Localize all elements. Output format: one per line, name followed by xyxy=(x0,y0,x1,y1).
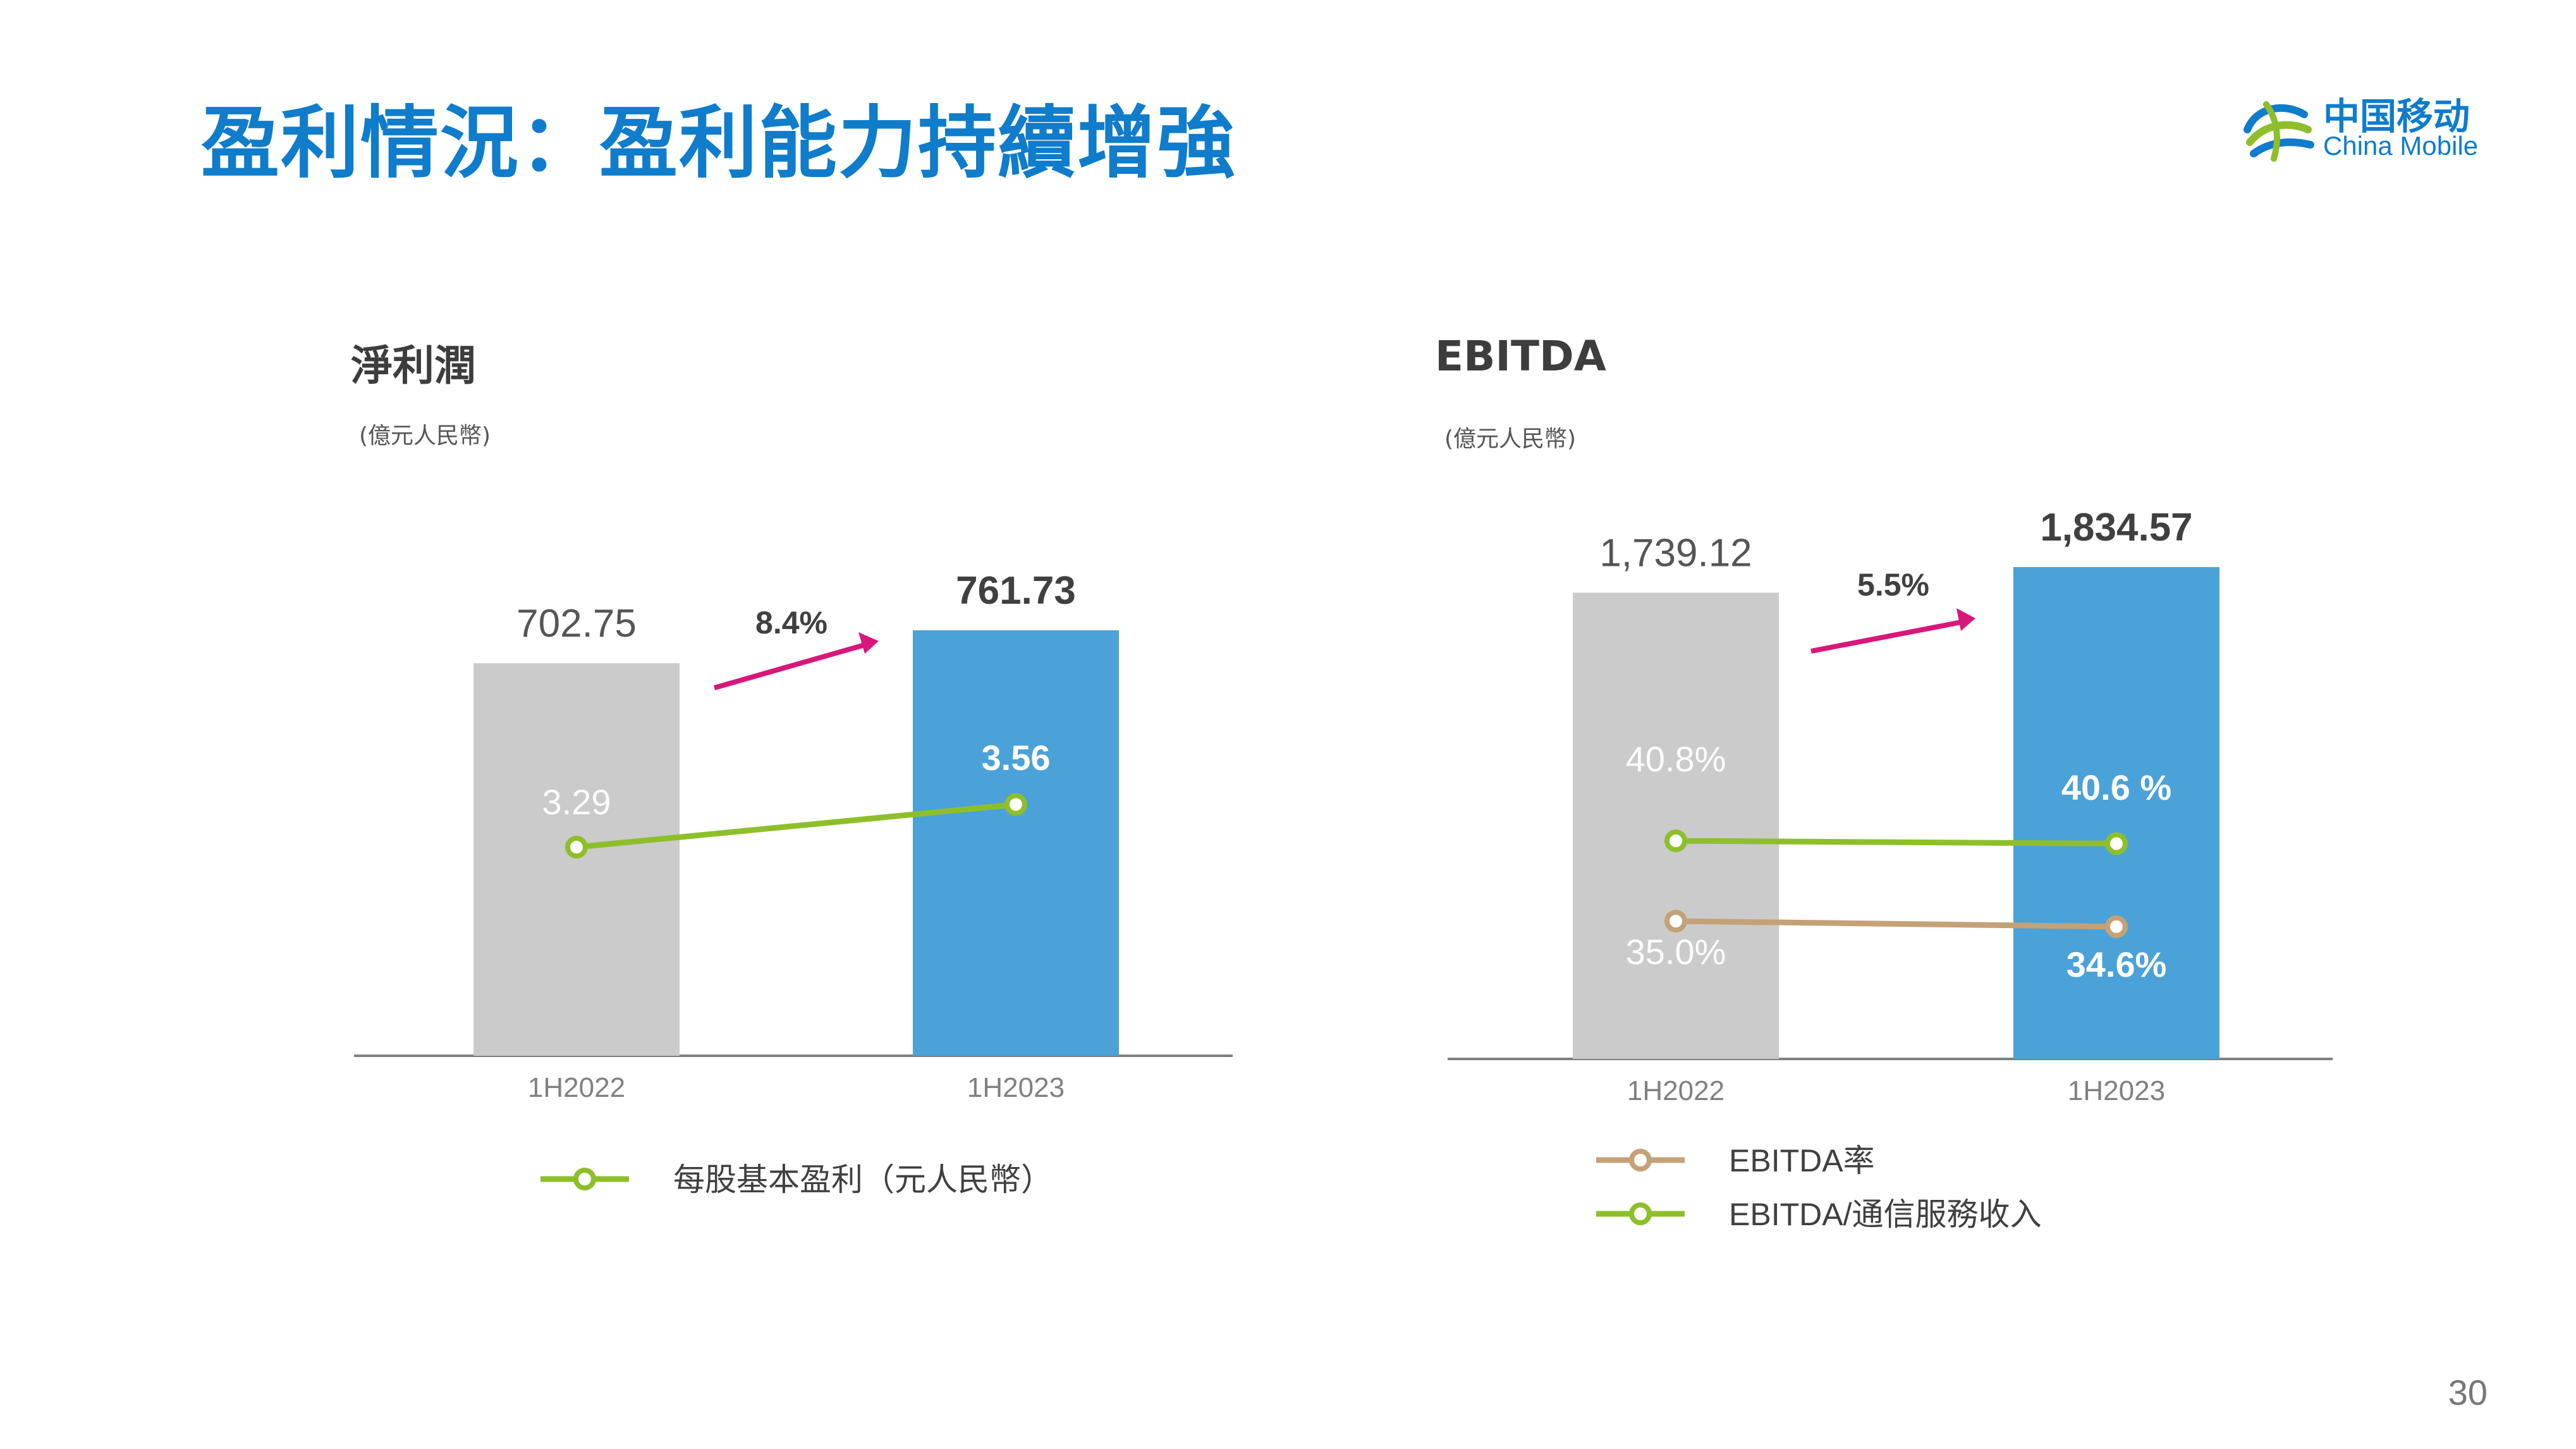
logo-name-en: China Mobile xyxy=(2323,131,2479,161)
series-point xyxy=(565,836,588,859)
growth-arrow xyxy=(1810,620,1962,654)
legend-marker xyxy=(1629,1202,1652,1225)
x-tick-label: 1H2023 xyxy=(967,1072,1065,1103)
series-point xyxy=(2105,832,2128,855)
growth-arrow xyxy=(713,642,866,690)
x-tick-label: 1H2023 xyxy=(2068,1075,2165,1106)
bar-1H2023 xyxy=(913,630,1119,1056)
series-point xyxy=(2105,915,2128,938)
ebitda-title: EBITDA xyxy=(1435,332,1606,381)
x-tick-label: 1H2022 xyxy=(528,1072,625,1103)
logo-name-cn: 中国移动 xyxy=(2323,95,2470,138)
legend-label: EBITDA/通信服務收入 xyxy=(1729,1197,2041,1232)
series-value-label: 40.8% xyxy=(1626,739,1726,779)
net-profit-unit: (億元人民幣) xyxy=(359,423,491,449)
growth-label: 8.4% xyxy=(755,605,827,640)
legend-label: EBITDA率 xyxy=(1729,1143,1875,1178)
china-mobile-logo: 中国移动 China Mobile xyxy=(2241,85,2506,174)
china-mobile-emblem-icon xyxy=(2243,101,2314,162)
series-line xyxy=(1675,918,2117,930)
growth-arrowhead xyxy=(858,632,879,654)
growth-label: 5.5% xyxy=(1857,567,1929,602)
series-point xyxy=(1664,910,1687,932)
bar-value-label: 702.75 xyxy=(516,602,637,645)
bar-1H2022 xyxy=(1573,592,1779,1059)
net-profit-chart: 702.75 1H2022 761.73 1H2023 8.4% 3.29 3.56 每股基本… xyxy=(354,569,1233,1197)
ebitda-unit: (億元人民幣) xyxy=(1444,426,1577,452)
series-line xyxy=(1675,838,2117,847)
bar-value-label: 1,834.57 xyxy=(2040,506,2192,549)
series-line xyxy=(576,802,1016,850)
legend-label: 每股基本盈利（元人民幣） xyxy=(673,1162,1053,1197)
legend-marker xyxy=(1629,1149,1652,1171)
net-profit-title: 淨利潤 xyxy=(351,341,476,390)
page-number: 30 xyxy=(2448,1373,2487,1412)
legend-marker xyxy=(573,1168,596,1190)
slide-title: 盈利情況：盈利能力持續增強 xyxy=(201,98,1237,189)
series-point xyxy=(1004,793,1027,816)
x-tick-label: 1H2022 xyxy=(1627,1075,1724,1106)
series-value-label: 3.29 xyxy=(542,782,611,822)
series-point xyxy=(1664,829,1687,852)
series-value-label: 3.56 xyxy=(982,738,1051,778)
ebitda-chart: 1,739.12 1H2022 1,834.57 1H2023 5.5% 40.8% 40.… xyxy=(1448,506,2333,1232)
series-value-label: 34.6% xyxy=(2066,945,2167,984)
bar-value-label: 761.73 xyxy=(956,569,1076,613)
bar-1H2023 xyxy=(2013,567,2219,1059)
growth-arrowhead xyxy=(1956,608,1975,631)
bar-value-label: 1,739.12 xyxy=(1599,531,1752,575)
series-value-label: 40.6 % xyxy=(2061,767,2171,807)
bar-1H2022 xyxy=(473,663,680,1056)
series-value-label: 35.0% xyxy=(1626,932,1726,972)
